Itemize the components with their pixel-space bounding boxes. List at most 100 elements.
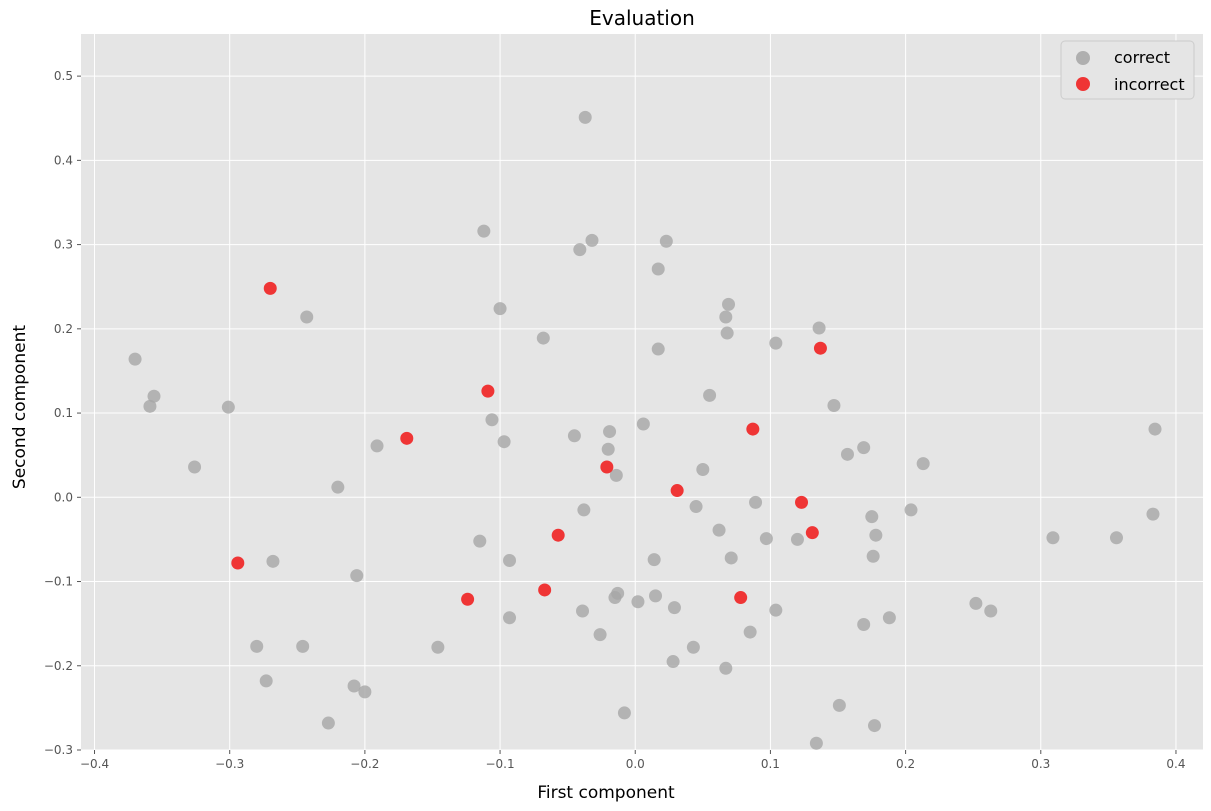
point-correct — [1146, 507, 1160, 521]
y-tick-label: 0.1 — [54, 406, 73, 420]
point-incorrect — [231, 556, 245, 570]
x-tick-label: −0.3 — [215, 757, 244, 771]
y-tick-label: −0.1 — [44, 575, 73, 589]
point-correct — [370, 439, 384, 453]
point-correct — [827, 398, 841, 412]
point-correct — [1148, 422, 1162, 436]
point-correct — [869, 528, 883, 542]
point-correct — [696, 462, 710, 476]
point-correct — [651, 342, 665, 356]
point-correct — [651, 262, 665, 276]
point-incorrect — [670, 484, 684, 498]
point-correct — [1046, 531, 1060, 545]
point-correct — [636, 417, 650, 431]
x-tick-label: −0.4 — [80, 757, 109, 771]
point-incorrect — [461, 592, 475, 606]
point-correct — [749, 495, 763, 509]
point-correct — [503, 611, 517, 625]
point-correct — [667, 601, 681, 615]
point-correct — [358, 685, 372, 699]
point-correct — [567, 429, 581, 443]
point-correct — [431, 640, 445, 654]
point-correct — [840, 447, 854, 461]
point-correct — [473, 534, 487, 548]
point-incorrect — [805, 526, 819, 540]
point-correct — [147, 389, 161, 403]
point-correct — [617, 706, 631, 720]
x-axis-label: First component — [537, 783, 675, 803]
point-correct — [608, 591, 622, 605]
point-correct — [866, 549, 880, 563]
legend-label-correct: correct — [1114, 48, 1170, 67]
point-correct — [321, 716, 335, 730]
point-correct — [790, 532, 804, 546]
point-correct — [331, 480, 345, 494]
point-correct — [724, 551, 738, 565]
y-tick-label: 0.3 — [54, 238, 73, 252]
point-correct — [603, 425, 617, 439]
point-correct — [865, 510, 879, 524]
point-incorrect — [551, 528, 565, 542]
plot-background — [81, 34, 1203, 750]
point-correct — [812, 321, 826, 335]
point-correct — [984, 604, 998, 618]
point-correct — [904, 503, 918, 517]
x-tick-label: −0.2 — [350, 757, 379, 771]
point-correct — [601, 442, 615, 456]
point-correct — [832, 698, 846, 712]
point-correct — [221, 400, 235, 414]
point-correct — [188, 460, 202, 474]
point-correct — [719, 310, 733, 324]
point-correct — [296, 639, 310, 653]
legend-label-incorrect: incorrect — [1114, 75, 1185, 94]
point-correct — [720, 326, 734, 340]
point-incorrect — [481, 384, 495, 398]
point-correct — [686, 640, 700, 654]
x-tick-label: 0.3 — [1031, 757, 1050, 771]
point-incorrect — [795, 495, 809, 509]
point-correct — [712, 523, 726, 537]
point-correct — [128, 352, 142, 366]
point-correct — [585, 233, 599, 247]
legend-marker-incorrect — [1076, 77, 1090, 91]
point-incorrect — [813, 341, 827, 355]
legend: correct incorrect — [1060, 40, 1195, 100]
chart-title: Evaluation — [589, 6, 695, 30]
point-correct — [576, 604, 590, 618]
y-tick-label: −0.3 — [44, 743, 73, 757]
x-tick-label: 0.4 — [1166, 757, 1185, 771]
point-incorrect — [734, 591, 748, 605]
point-correct — [497, 435, 511, 449]
point-correct — [759, 532, 773, 546]
point-correct — [577, 503, 591, 517]
point-correct — [809, 736, 823, 750]
point-correct — [719, 661, 733, 675]
point-correct — [647, 553, 661, 567]
y-tick-label: −0.2 — [44, 659, 73, 673]
point-correct — [969, 596, 983, 610]
y-tick-label: 0.4 — [54, 153, 73, 167]
point-correct — [743, 625, 757, 639]
point-correct — [689, 500, 703, 514]
point-correct — [347, 679, 361, 693]
x-tick-label: −0.1 — [485, 757, 514, 771]
point-incorrect — [600, 460, 614, 474]
point-incorrect — [400, 431, 414, 445]
point-correct — [485, 413, 499, 427]
y-axis-label: Second component — [10, 325, 30, 489]
point-correct — [609, 468, 623, 482]
point-correct — [1109, 531, 1123, 545]
x-tick-label: 0.2 — [896, 757, 915, 771]
point-incorrect — [746, 422, 760, 436]
point-correct — [703, 388, 717, 402]
point-correct — [503, 553, 517, 567]
point-correct — [857, 617, 871, 631]
point-correct — [300, 310, 314, 324]
point-correct — [350, 569, 364, 583]
point-correct — [259, 674, 273, 688]
point-correct — [916, 457, 930, 471]
legend-marker-correct — [1076, 51, 1090, 65]
point-correct — [659, 234, 673, 248]
point-correct — [769, 603, 783, 617]
